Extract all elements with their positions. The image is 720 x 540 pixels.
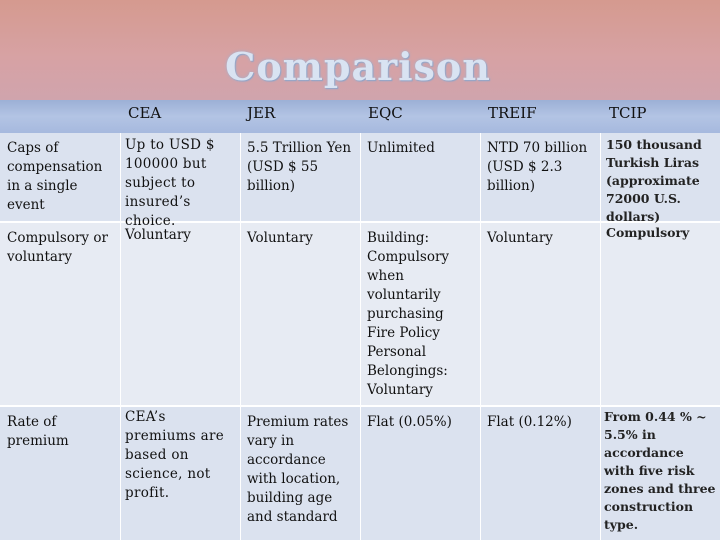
column-divider bbox=[120, 133, 121, 540]
cell-jer-caps: 5.5 Trillion Yen (USD $ 55 billion) bbox=[247, 140, 352, 194]
column-header-cea: CEA bbox=[128, 104, 162, 122]
row-divider bbox=[0, 221, 720, 223]
cell-eqc-rate: Flat (0.05%) bbox=[367, 414, 452, 430]
cell-jer-compulsory: Voluntary bbox=[247, 230, 313, 246]
cell-cea-caps: Up to USD $ 100000 but subject to insure… bbox=[125, 137, 215, 229]
column-divider bbox=[360, 133, 361, 540]
cell-treif-compulsory: Voluntary bbox=[487, 230, 553, 246]
column-header-eqc: EQC bbox=[368, 104, 403, 122]
cell-tcip-rate: From 0.44 % ~ 5.5% in accordance with fi… bbox=[604, 409, 716, 532]
cell-cea-compulsory: Voluntary bbox=[125, 227, 191, 243]
row-label-rate: Rate of premium bbox=[7, 414, 69, 449]
column-header-jer: JER bbox=[247, 104, 276, 122]
column-divider bbox=[480, 133, 481, 540]
title-band bbox=[0, 0, 720, 105]
cell-eqc-caps: Unlimited bbox=[367, 140, 435, 156]
row-label-caps: Caps of compensation in a single event bbox=[7, 140, 103, 213]
cell-treif-rate: Flat (0.12%) bbox=[487, 414, 572, 430]
column-header-tcip: TCIP bbox=[609, 104, 647, 122]
cell-eqc-compulsory: Building: Compulsory when voluntarily pu… bbox=[367, 230, 450, 398]
cell-treif-caps: NTD 70 billion (USD $ 2.3 billion) bbox=[487, 140, 588, 194]
table-header-row bbox=[0, 100, 720, 133]
column-divider bbox=[600, 133, 601, 540]
cell-cea-rate: CEA’s premiums are based on science, not… bbox=[125, 409, 225, 501]
row-label-compulsory: Compulsory or voluntary bbox=[7, 230, 108, 265]
cell-tcip-compulsory: Compulsory bbox=[606, 225, 690, 240]
column-divider bbox=[240, 133, 241, 540]
column-header-treif: TREIF bbox=[488, 104, 537, 122]
row-divider bbox=[0, 405, 720, 407]
cell-jer-rate: Premium rates vary in accordance with lo… bbox=[247, 414, 349, 525]
cell-tcip-caps: 150 thousand Turkish Liras (approximate … bbox=[606, 137, 702, 224]
slide-title: Comparison bbox=[225, 44, 491, 89]
